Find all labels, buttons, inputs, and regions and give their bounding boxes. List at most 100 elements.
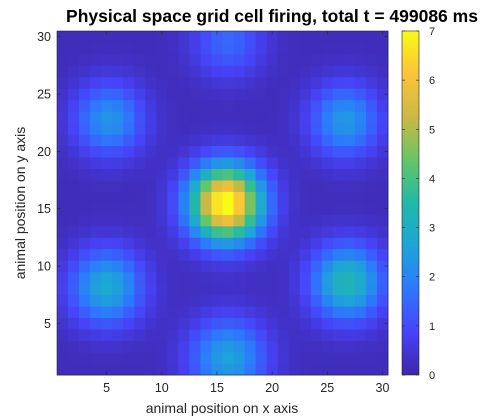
heatmap-cell bbox=[332, 294, 345, 307]
axis-ticks: 5 10 15 20 25 30 5 10 15 20 25 30 bbox=[37, 30, 389, 395]
colorbar-tick-label: 4 bbox=[429, 173, 435, 185]
heatmap-cell bbox=[222, 65, 234, 78]
y-tick-label: 30 bbox=[37, 30, 51, 44]
heatmap-cell bbox=[90, 352, 102, 364]
heatmap-cell bbox=[277, 363, 290, 376]
heatmap-cell bbox=[112, 53, 124, 66]
heatmap-cell bbox=[101, 111, 113, 124]
heatmap-cell bbox=[277, 237, 290, 250]
heatmap-cell bbox=[365, 317, 378, 330]
heatmap-cell bbox=[376, 99, 389, 112]
heatmap-cell bbox=[167, 306, 179, 319]
heatmap-cell bbox=[68, 214, 80, 227]
heatmap-cell bbox=[376, 214, 389, 227]
heatmap-cell bbox=[211, 53, 223, 66]
heatmap-cell bbox=[233, 225, 245, 238]
heatmap-cell bbox=[145, 53, 157, 66]
heatmap-cell bbox=[101, 65, 113, 78]
heatmap-cell bbox=[211, 294, 223, 307]
heatmap-cell bbox=[222, 294, 234, 307]
heatmap-cell bbox=[277, 134, 290, 147]
heatmap-cell bbox=[123, 42, 135, 55]
heatmap-cell bbox=[79, 214, 91, 227]
heatmap-cell bbox=[376, 271, 389, 284]
heatmap-cell bbox=[365, 31, 378, 43]
heatmap-cell bbox=[189, 157, 201, 169]
heatmap-cell bbox=[112, 306, 124, 319]
heatmap-cell bbox=[167, 88, 179, 101]
heatmap-cell bbox=[79, 271, 91, 284]
heatmap-cell bbox=[321, 134, 334, 147]
heatmap-cell bbox=[200, 42, 212, 55]
heatmap-cell bbox=[277, 145, 290, 158]
heatmap-cell bbox=[310, 31, 323, 43]
heatmap-cell bbox=[189, 122, 201, 135]
heatmap-cell bbox=[101, 53, 113, 66]
heatmap-cell bbox=[277, 294, 290, 307]
heatmap-cell bbox=[310, 65, 323, 78]
heatmap-cell bbox=[134, 42, 146, 55]
heatmap-cell bbox=[156, 76, 168, 89]
heatmap-cell bbox=[68, 191, 80, 204]
heatmap-cell bbox=[57, 271, 69, 284]
heatmap-cell bbox=[156, 53, 168, 66]
heatmap-cell bbox=[255, 203, 268, 215]
heatmap-cell bbox=[101, 88, 113, 101]
heatmap-cell bbox=[321, 340, 334, 353]
heatmap-cell bbox=[189, 134, 201, 147]
heatmap-cell bbox=[189, 260, 201, 273]
heatmap-cell bbox=[68, 271, 80, 284]
heatmap-cell bbox=[211, 352, 223, 364]
heatmap-cell bbox=[167, 225, 179, 238]
heatmap-cell bbox=[233, 76, 245, 89]
heatmap-cell bbox=[365, 157, 378, 169]
heatmap-cell bbox=[332, 363, 345, 376]
heatmap-cell bbox=[101, 134, 113, 147]
heatmap-cell bbox=[68, 225, 80, 238]
heatmap-cell bbox=[266, 157, 279, 169]
heatmap-cell bbox=[222, 76, 234, 89]
heatmap-cells bbox=[57, 31, 389, 376]
heatmap-cell bbox=[365, 53, 378, 66]
heatmap-cell bbox=[376, 225, 389, 238]
heatmap-cell bbox=[376, 122, 389, 135]
heatmap-cell bbox=[57, 65, 69, 78]
heatmap-cell bbox=[189, 237, 201, 250]
heatmap-cell bbox=[57, 53, 69, 66]
heatmap-cell bbox=[266, 294, 279, 307]
heatmap-cell bbox=[266, 88, 279, 101]
heatmap-cell bbox=[167, 191, 179, 204]
heatmap-cell bbox=[200, 157, 212, 169]
heatmap-cell bbox=[211, 76, 223, 89]
heatmap-cell bbox=[123, 237, 135, 250]
heatmap-cell bbox=[343, 180, 356, 192]
heatmap-cell bbox=[310, 248, 323, 261]
heatmap-cell bbox=[299, 99, 312, 112]
heatmap-cell bbox=[112, 168, 124, 181]
heatmap-cell bbox=[299, 157, 312, 169]
heatmap-cell bbox=[376, 157, 389, 169]
heatmap-cell bbox=[79, 168, 91, 181]
heatmap-cell bbox=[266, 42, 279, 55]
heatmap-cell bbox=[79, 122, 91, 135]
heatmap-cell bbox=[156, 65, 168, 78]
heatmap-cell bbox=[244, 111, 256, 124]
heatmap-cell bbox=[90, 340, 102, 353]
heatmap-cell bbox=[211, 111, 223, 124]
heatmap-cell bbox=[178, 363, 190, 376]
heatmap-cell bbox=[310, 306, 323, 319]
heatmap-cell bbox=[255, 283, 268, 296]
heatmap-cell bbox=[57, 157, 69, 169]
heatmap-cell bbox=[134, 248, 146, 261]
heatmap-cell bbox=[123, 111, 135, 124]
heatmap-cell bbox=[277, 340, 290, 353]
heatmap-cell bbox=[299, 340, 312, 353]
colorbar-ticks: 0 1 2 3 4 5 6 7 bbox=[402, 26, 435, 382]
heatmap-cell bbox=[90, 248, 102, 261]
heatmap-cell bbox=[365, 340, 378, 353]
heatmap-cell bbox=[244, 191, 256, 204]
heatmap-cell bbox=[211, 214, 223, 227]
heatmap-cell bbox=[255, 260, 268, 273]
heatmap-cell bbox=[277, 53, 290, 66]
heatmap-cell bbox=[123, 99, 135, 112]
